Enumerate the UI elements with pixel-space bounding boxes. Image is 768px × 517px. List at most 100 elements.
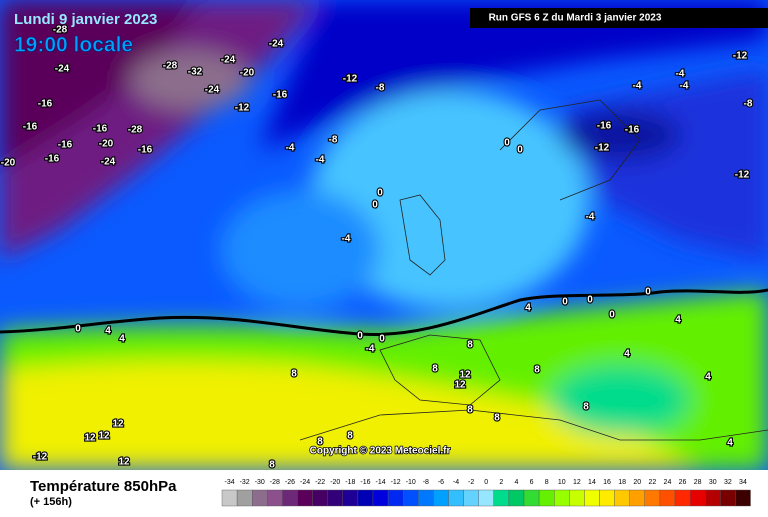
scale-label: 16 bbox=[603, 479, 611, 486]
scale-label: 4 bbox=[514, 479, 518, 486]
contour-label: 8 bbox=[534, 365, 540, 376]
scale-cell bbox=[629, 489, 646, 507]
scale-label: 18 bbox=[618, 479, 626, 486]
field-title: Température 850hPa bbox=[30, 478, 177, 495]
contour-label: -12 bbox=[735, 170, 750, 181]
north-africa bbox=[299, 409, 768, 441]
contour-label: -16 bbox=[38, 99, 53, 110]
temperature-field bbox=[0, 0, 768, 470]
scale-label: 0 bbox=[484, 479, 488, 486]
contour-label: 8 bbox=[494, 413, 500, 424]
scale-label: -18 bbox=[345, 479, 355, 486]
contour-label: 4 bbox=[119, 334, 125, 345]
contour-label: 8 bbox=[269, 460, 275, 471]
contour-label: 8 bbox=[467, 340, 473, 351]
contour-label: 0 bbox=[609, 310, 615, 321]
contour-label: -12 bbox=[595, 143, 610, 154]
scale-cell bbox=[599, 489, 615, 507]
contour-label: 8 bbox=[291, 369, 297, 380]
contour-label: -12 bbox=[33, 452, 48, 463]
contour-label: -24 bbox=[101, 157, 116, 168]
scale-cell bbox=[644, 489, 661, 507]
contour-label: -24 bbox=[55, 64, 70, 75]
contour-label: -4 bbox=[342, 234, 351, 245]
scale-cell bbox=[463, 489, 479, 507]
contour-label: 0 bbox=[504, 138, 510, 149]
contour-label: 12 bbox=[118, 457, 130, 468]
contour-label: 12 bbox=[98, 431, 110, 442]
contour-label: -16 bbox=[138, 145, 153, 156]
scale-cell bbox=[236, 489, 253, 507]
contour-label: -20 bbox=[1, 158, 16, 169]
contour-label: -20 bbox=[240, 68, 255, 79]
scale-cell bbox=[614, 489, 630, 507]
scale-cell bbox=[554, 489, 570, 507]
contour-labels: -28 -24 -24 -28 -32 -20 -24 -24 -12 -8 -12 -16 -16 -1… bbox=[0, 24, 754, 472]
scale-label: -28 bbox=[270, 479, 280, 486]
contour-label: 4 bbox=[727, 438, 733, 449]
scale-label: -24 bbox=[300, 479, 310, 486]
contour-label: -12 bbox=[343, 74, 358, 85]
contour-label: 4 bbox=[525, 303, 531, 314]
contour-label: -8 bbox=[744, 99, 753, 110]
scale-cell bbox=[312, 489, 328, 507]
contour-label: -12 bbox=[235, 103, 250, 114]
scale-cell bbox=[674, 489, 691, 507]
scale-label: 8 bbox=[545, 479, 549, 486]
copyright: Copyright © 2023 Meteociel.fr bbox=[310, 446, 451, 457]
scale-cell bbox=[705, 489, 721, 507]
scale-cell bbox=[267, 489, 283, 507]
scale-label: 2 bbox=[499, 479, 503, 486]
scale-label: 24 bbox=[664, 479, 672, 486]
scale-label: 26 bbox=[679, 479, 687, 486]
scale-label: -32 bbox=[240, 479, 250, 486]
zero-isotherm bbox=[0, 288, 768, 336]
scale-cell bbox=[251, 489, 268, 507]
contour-label: -16 bbox=[597, 121, 612, 132]
contour-label: 8 bbox=[347, 431, 353, 442]
scale-cell bbox=[584, 489, 600, 507]
ocean-region bbox=[220, 190, 380, 310]
contour-label: -20 bbox=[99, 139, 114, 150]
scale-label: 6 bbox=[530, 479, 534, 486]
contour-label: 8 bbox=[467, 405, 473, 416]
scale-label: -10 bbox=[406, 479, 416, 486]
scale-cell bbox=[282, 489, 298, 507]
east-band bbox=[550, 365, 690, 435]
contour-label: 8 bbox=[583, 402, 589, 413]
contour-label: 0 bbox=[562, 297, 568, 308]
scale-label: 12 bbox=[573, 479, 581, 486]
contour-label: 0 bbox=[517, 145, 523, 156]
contour-label: 0 bbox=[645, 287, 651, 298]
contour-label: 12 bbox=[454, 380, 466, 391]
contour-label: 8 bbox=[317, 437, 323, 448]
mild-region bbox=[310, 90, 590, 310]
scale-cell bbox=[569, 489, 585, 507]
scale-cell bbox=[403, 489, 419, 507]
cold-core bbox=[0, 0, 200, 170]
coastlines bbox=[299, 99, 768, 441]
scandinavia bbox=[499, 99, 641, 201]
scale-cell bbox=[538, 489, 555, 507]
run-box bbox=[470, 8, 768, 28]
contour-label: 12 bbox=[112, 419, 124, 430]
contour-label: 4 bbox=[105, 326, 111, 337]
scale-cell bbox=[478, 489, 495, 507]
scale-label: -30 bbox=[255, 479, 265, 486]
scale-label: 32 bbox=[724, 479, 732, 486]
scale-cell bbox=[433, 489, 449, 507]
scale-cell bbox=[523, 489, 540, 507]
scale-cell bbox=[448, 489, 464, 507]
scale-label: -6 bbox=[438, 479, 444, 486]
north-band bbox=[260, 0, 768, 150]
scale-label: -16 bbox=[360, 479, 370, 486]
contour-label: -16 bbox=[273, 90, 288, 101]
contour-label: -4 bbox=[286, 143, 295, 154]
contour-label: -16 bbox=[45, 154, 60, 165]
contour-label: -24 bbox=[221, 55, 236, 66]
contour-label: -8 bbox=[376, 83, 385, 94]
scale-cell bbox=[221, 489, 238, 507]
contour-label: -16 bbox=[93, 124, 108, 135]
contour-label: -16 bbox=[625, 125, 640, 136]
scale-label: -34 bbox=[224, 479, 234, 486]
